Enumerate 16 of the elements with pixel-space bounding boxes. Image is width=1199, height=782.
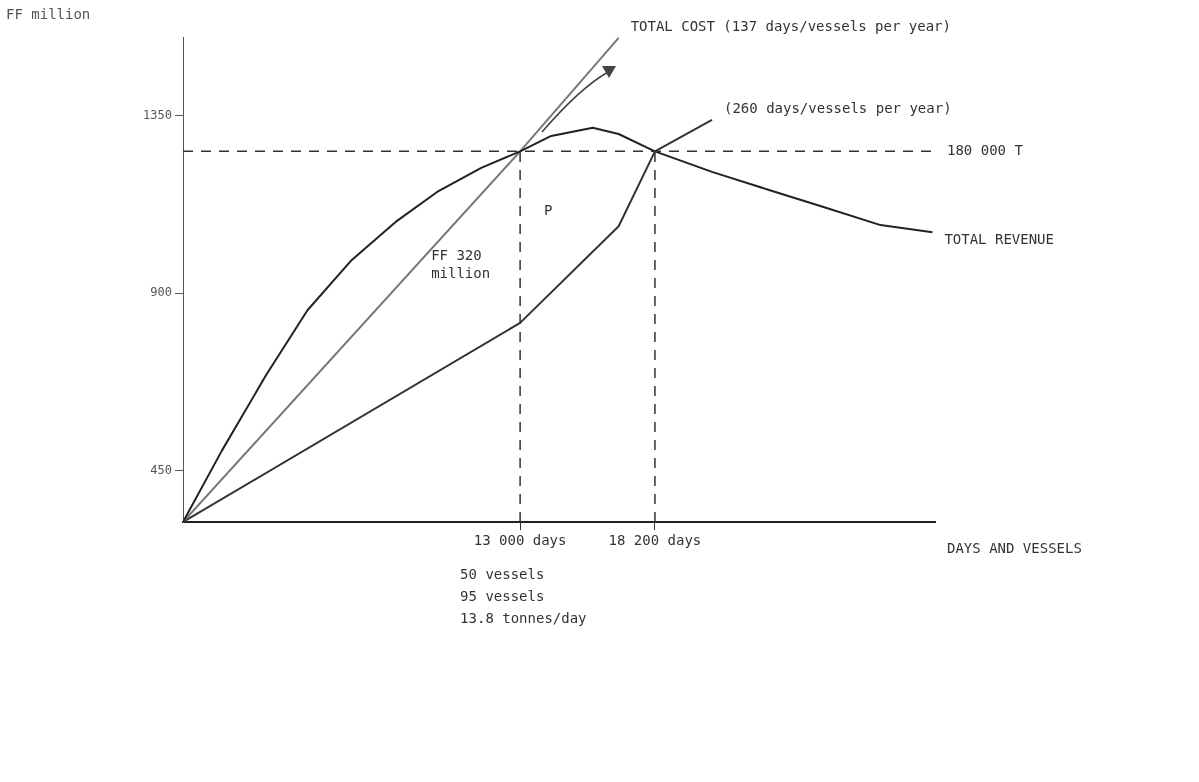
series-label: (260 days/vessels per year) [723,100,952,117]
x-tick-label: 13 000 days [473,532,567,549]
y-tick-label: 450 [150,462,172,477]
annotation: FF 320 million [431,246,491,281]
text: 13.8 tonnes/day [460,609,587,626]
x-tick-label: 18 200 days [608,532,702,549]
y-axis-title: FF million [6,5,91,22]
series-label: TOTAL REVENUE [944,230,1054,247]
series-label: TOTAL COST (137 days/vessels per year) [630,18,951,35]
text: 50 vessels [460,565,545,582]
y-tick-label: 900 [150,285,172,300]
text: 95 vessels [460,587,545,604]
ref-line-label: 180 000 T [947,141,1024,158]
annotation: P [543,202,553,219]
x-axis-title: DAYS AND VESSELS [947,539,1082,556]
y-tick-label: 1350 [143,107,172,122]
